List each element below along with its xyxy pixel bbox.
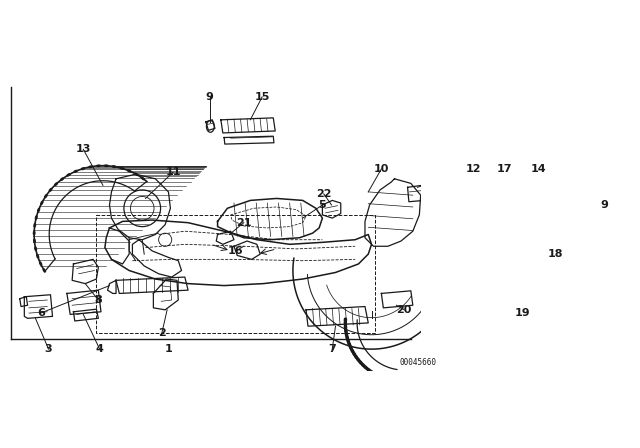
Text: 18: 18 xyxy=(547,249,563,259)
Text: 5: 5 xyxy=(319,200,326,210)
Text: 11: 11 xyxy=(165,167,180,177)
Text: 14: 14 xyxy=(531,164,547,174)
Text: 00045660: 00045660 xyxy=(400,358,436,367)
Text: 9: 9 xyxy=(600,200,608,210)
Text: 6: 6 xyxy=(36,308,45,318)
Text: 16: 16 xyxy=(228,246,244,256)
Text: 4: 4 xyxy=(96,344,104,354)
Text: 21: 21 xyxy=(236,218,252,228)
Text: 7: 7 xyxy=(328,344,336,354)
Text: 9: 9 xyxy=(206,92,214,102)
Text: 3: 3 xyxy=(45,344,52,354)
Text: 8: 8 xyxy=(95,295,102,305)
Text: 12: 12 xyxy=(465,164,481,174)
Text: 2: 2 xyxy=(158,328,166,338)
Text: 17: 17 xyxy=(497,164,512,174)
Text: 1: 1 xyxy=(164,344,172,354)
Text: 20: 20 xyxy=(397,305,412,315)
Text: 22: 22 xyxy=(316,189,332,199)
Text: 19: 19 xyxy=(515,308,530,318)
Text: 10: 10 xyxy=(374,164,389,174)
Text: 15: 15 xyxy=(255,92,270,102)
Text: 13: 13 xyxy=(76,144,91,154)
